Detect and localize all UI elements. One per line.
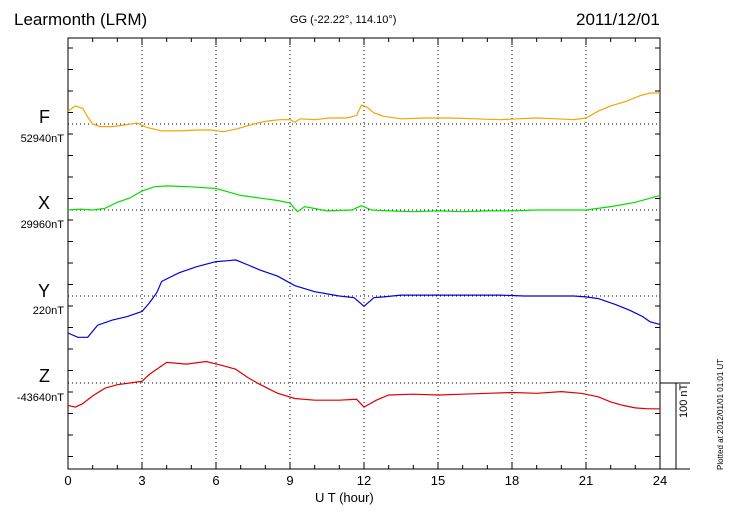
x-tick-label: 9 [286,473,293,488]
x-axis-label: U T (hour) [315,490,374,505]
x-tick-label: 21 [579,473,593,488]
x-tick-label: 18 [505,473,519,488]
component-name-z: Z [39,366,50,386]
x-tick-label: 6 [212,473,219,488]
x-tick-label: 0 [64,473,71,488]
station-title: Learmonth (LRM) [14,10,148,29]
component-baseline-x: 29960nT [20,219,64,231]
component-name-f: F [39,107,50,127]
component-name-y: Y [37,281,50,301]
x-tick-label: 24 [653,473,667,488]
x-tick-label: 15 [431,473,445,488]
station-coordinates: GG (-22.22°, 114.10°) [290,14,397,26]
scale-bar-label: 100 nT [678,383,690,418]
series-line-x [67,185,661,213]
x-tick-label: 3 [138,473,145,488]
series-line-z [67,360,660,410]
plotted-at-footer: Plotted at 2012/01/01 01:01 UT [716,358,725,470]
component-baseline-f: 52940nT [20,133,64,145]
series-line-y [67,259,661,338]
series-line-f [67,92,660,133]
component-name-x: X [37,193,50,213]
x-tick-label: 12 [357,473,371,488]
component-baseline-z: -43640nT [16,392,64,404]
plot-date: 2011/12/01 [576,10,660,29]
component-baseline-y: 220nT [32,305,64,317]
